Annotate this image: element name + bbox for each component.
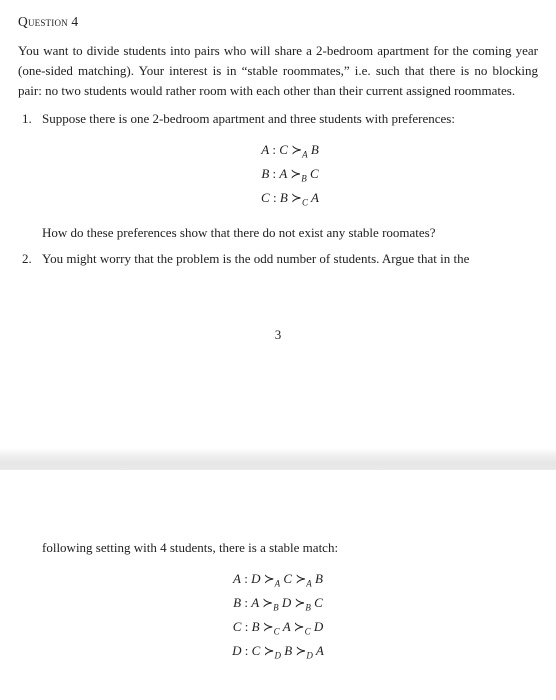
pref2-line-a: A : D ≻A C ≻A B [18, 568, 538, 592]
list-item-1: 1. Suppose there is one 2-bedroom apartm… [42, 109, 538, 243]
title-prefix: Q [18, 14, 28, 29]
item2-continuation: following setting with 4 students, there… [18, 538, 538, 558]
item1-number: 1. [22, 109, 32, 129]
pref2-line-c: C : B ≻C A ≻C D [18, 616, 538, 640]
page-lower: following setting with 4 students, there… [0, 470, 556, 676]
title-rest: uestion 4 [28, 14, 78, 29]
item1-followup: How do these preferences show that there… [42, 223, 538, 243]
page-break-shadow [0, 448, 556, 470]
pref2-line-b: B : A ≻B D ≻B C [18, 592, 538, 616]
page-upper: Question 4 You want to divide students i… [0, 0, 556, 346]
pref-line-b: B : A ≻B C [42, 163, 538, 187]
item2-number: 2. [22, 249, 32, 269]
pref2-line-d: D : C ≻D B ≻D A [18, 640, 538, 664]
pref-line-c: C : B ≻C A [42, 187, 538, 211]
pref-line-a: A : C ≻A B [42, 139, 538, 163]
question-title: Question 4 [18, 12, 538, 33]
preferences-block-2: A : D ≻A C ≻A B B : A ≻B D ≻B C C : B ≻C… [18, 568, 538, 664]
page-number: 3 [18, 325, 538, 345]
item2-text: You might worry that the problem is the … [42, 251, 469, 266]
preferences-block-1: A : C ≻A B B : A ≻B C C : B ≻C A [42, 139, 538, 211]
intro-paragraph: You want to divide students into pairs w… [18, 41, 538, 101]
item1-text: Suppose there is one 2-bedroom apartment… [42, 111, 455, 126]
list-item-2: 2. You might worry that the problem is t… [42, 249, 538, 269]
question-list: 1. Suppose there is one 2-bedroom apartm… [18, 109, 538, 269]
